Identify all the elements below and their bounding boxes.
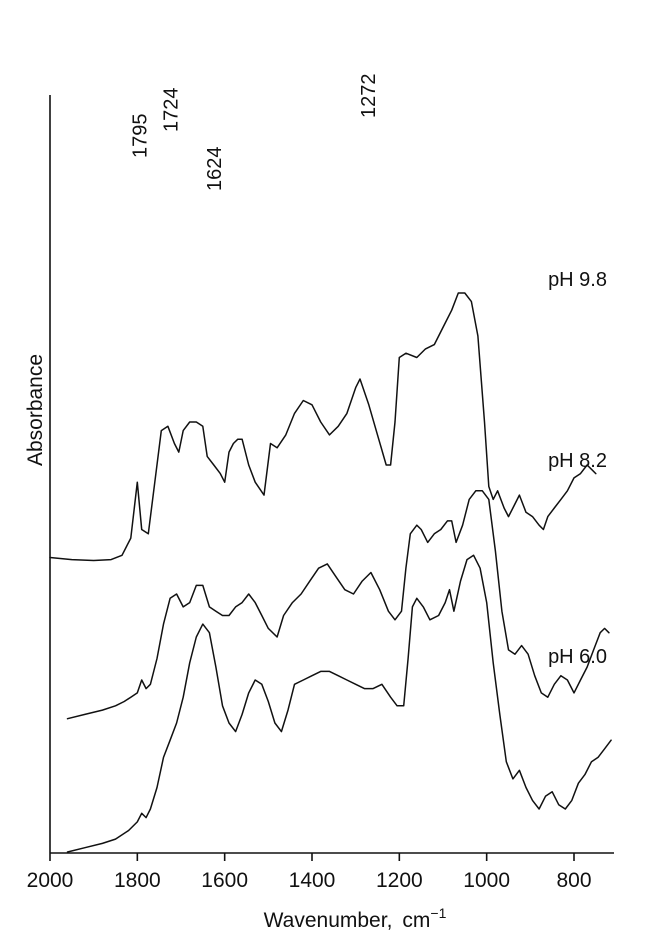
x-tick-label-1800: 1800 — [114, 869, 161, 892]
axes — [49, 95, 614, 854]
x-axis-unit: cm — [402, 909, 430, 932]
x-tick-label-1600: 1600 — [201, 869, 248, 892]
series-label-3: pH 6.0 — [548, 646, 607, 668]
x-tick-label-1400: 1400 — [289, 869, 336, 892]
spectra — [49, 292, 612, 853]
x-tick-label-1000: 1000 — [463, 869, 510, 892]
series-labels: pH 9.8 pH 8.2 pH 6.0 — [548, 269, 607, 668]
peak-label-1272: 1272 — [358, 74, 380, 119]
x-axis-unit-exponent: −1 — [430, 905, 446, 921]
x-tick-label-1200: 1200 — [376, 869, 423, 892]
x-tick-label-2000: 2000 — [27, 869, 74, 892]
series-label-1: pH 9.8 — [548, 269, 607, 291]
spectrum-line-1 — [49, 292, 597, 562]
peak-label-1724: 1724 — [161, 88, 183, 133]
spectrum-line-2 — [66, 490, 610, 720]
peak-label-1795: 1795 — [130, 114, 152, 159]
x-axis-title: Wavenumber, cm−1 — [264, 905, 447, 932]
peak-labels: 1795 1724 1624 1272 — [130, 74, 380, 192]
spectrum-line-3 — [66, 554, 612, 853]
x-ticks — [49, 853, 575, 861]
x-tick-labels: 2000 1800 1600 1400 1200 1000 800 — [27, 869, 592, 892]
y-axis-title: Absorbance — [24, 354, 47, 466]
peak-label-1624: 1624 — [204, 147, 226, 192]
x-axis-title-text: Wavenumber, — [264, 909, 393, 932]
series-label-2: pH 8.2 — [548, 450, 607, 472]
x-tick-label-800: 800 — [556, 869, 591, 892]
